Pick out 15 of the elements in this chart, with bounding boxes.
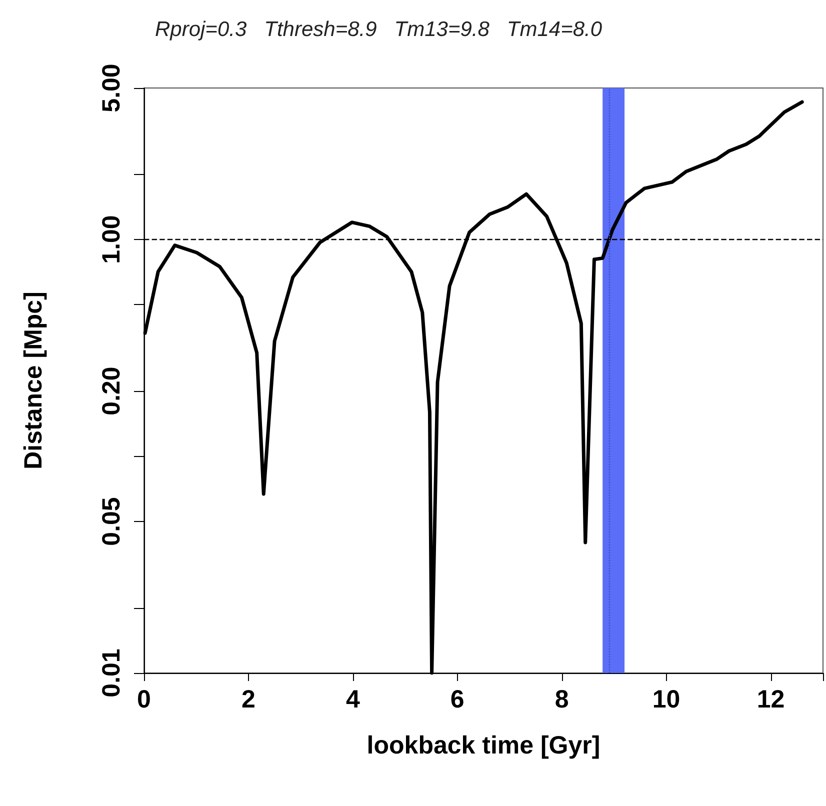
chart-title: Rproj=0.3 Tthresh=8.9 Tm13=9.8 Tm14=8.0 bbox=[155, 18, 602, 41]
x-tick-label: 2 bbox=[242, 686, 256, 714]
x-tick-label: 8 bbox=[554, 686, 569, 714]
x-tick-label: 6 bbox=[450, 686, 464, 714]
y-tick-label: 0.05 bbox=[98, 497, 126, 546]
x-tick-label: 12 bbox=[756, 686, 785, 714]
x-axis-title: lookback time [Gyr] bbox=[366, 732, 600, 760]
y-tick-label: 0.01 bbox=[98, 648, 126, 698]
y-axis-title: Distance [Mpc] bbox=[20, 292, 48, 470]
x-tick-label: 0 bbox=[137, 686, 151, 714]
y-tick-label: 0.20 bbox=[98, 366, 126, 416]
x-tick-label: 10 bbox=[652, 686, 680, 714]
x-tick-label: 4 bbox=[346, 686, 360, 714]
y-tick-label: 1.00 bbox=[98, 215, 126, 264]
y-tick-label: 5.00 bbox=[98, 64, 126, 112]
